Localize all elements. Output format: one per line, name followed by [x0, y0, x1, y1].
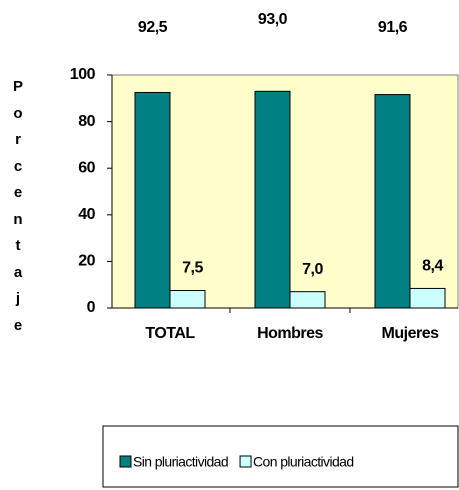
data-label: 92,5	[138, 19, 168, 36]
y-tick-label: 100	[70, 66, 96, 83]
legend-swatch	[119, 455, 132, 468]
data-label: 8,4	[422, 258, 443, 275]
data-label: 91,6	[378, 19, 408, 36]
legend-swatch	[239, 455, 252, 468]
legend-label: Sin pluriactividad	[133, 454, 228, 470]
bar	[169, 290, 206, 309]
y-tick-label: 20	[78, 253, 95, 270]
bar	[374, 94, 411, 309]
data-label: 93,0	[258, 11, 288, 28]
legend-box	[102, 425, 459, 488]
x-tick-label: TOTAL	[145, 325, 195, 342]
x-tick-label: Mujeres	[382, 325, 440, 342]
bar	[254, 90, 291, 309]
x-tick-label: Hombres	[257, 325, 323, 342]
y-tick-label: 0	[87, 299, 96, 316]
y-tick-label: 40	[78, 206, 95, 223]
y-axis-label: Porcentaje	[12, 78, 23, 334]
y-tick-label: 60	[78, 159, 95, 176]
data-label: 7,5	[182, 260, 203, 277]
legend-label: Con pluriactividad	[253, 454, 353, 470]
bar	[289, 291, 326, 309]
y-tick-label: 80	[78, 113, 95, 130]
data-label: 7,0	[302, 261, 323, 278]
bar	[409, 287, 446, 309]
bar	[134, 91, 171, 309]
